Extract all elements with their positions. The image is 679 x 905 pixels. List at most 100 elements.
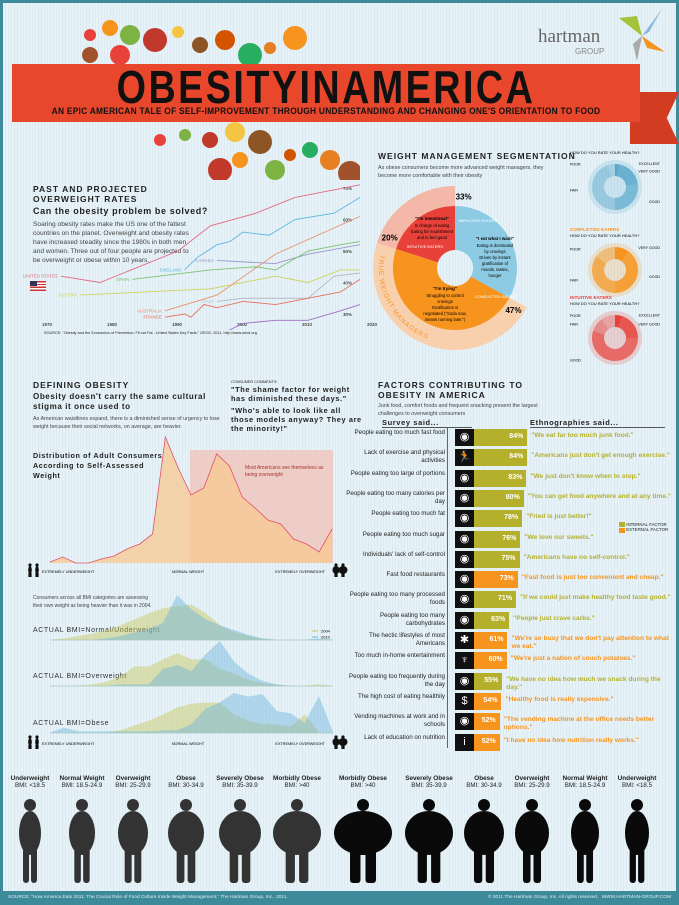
factor-percent: 75% [501,554,516,562]
silhouette-bmi: BMI: 35-39.9 [222,782,258,789]
factor-quote: "If we could just make healthy food tast… [520,594,671,602]
rates-body: Soaring obesity rates make the US one of… [33,221,189,264]
factor-label: People eating too much fat [371,510,445,518]
factor-quote: "We have no idea how much we snack durin… [506,675,661,691]
silhouette-label: Underweight BMI: <18.5 [2,775,58,789]
footer-url[interactable]: WWW.HARTMAN-GROUP.COM [601,895,671,900]
factor-percent: 52% [481,737,496,745]
factor-row: People eating too frequently during the … [349,672,675,691]
factor-quote: "Fast food is just too convenient and ch… [521,574,664,582]
silhouette-female-icon [273,799,321,883]
logo-sub: GROUP [575,47,605,56]
food-item-icon [84,29,96,41]
distribution-point [139,543,141,545]
distribution-point [190,494,192,496]
factor-percent: 83% [508,473,523,481]
factor-bar: ◉ 55% [455,672,503,690]
legend-label: 2004 [321,629,331,634]
silhouette-label: Obese BMI: 30-34.9 [456,775,512,789]
silhouette-leg [365,845,376,883]
health-slice-fair [592,165,615,210]
silhouette-head [76,799,88,811]
defining-body: As American waistlines expand, there is … [33,416,220,430]
silhouette-leg [134,845,142,883]
factor-label: People eating too large of portions [350,469,445,477]
silhouette-leg [533,845,541,883]
silhouette-label: Obese BMI: 30-34.9 [158,775,214,789]
health-rating-label: FAIR [570,278,578,282]
segment-description: Struggling to control cravings [426,293,463,304]
silhouette-label: Morbidly Obese BMI: >40 [269,775,325,789]
factor-label: Lack of education on nutrition [364,733,445,741]
factor-percent: 76% [502,534,517,542]
segment-description: Eating is dominated by cravings [477,243,514,254]
food-item-icon [208,158,232,180]
series-line-austria [80,269,360,296]
plate-icon: ◉ [455,672,474,690]
distribution-point [267,519,269,521]
logo-text: hartman [538,26,601,47]
food-item-icon [154,134,166,146]
silhouette-head [631,799,643,811]
title-banner [12,64,640,122]
health-rating-label: VERY GOOD [638,246,660,250]
broadcast-tower-icon: ♆ [455,652,474,670]
silhouette-title: Normal Weight [59,775,105,782]
series-label: UNITED STATES [23,274,58,279]
health-slice-fair [593,319,609,335]
factor-label: The hectic lifestyles of most Americans [369,632,445,647]
person-head [341,563,345,567]
health-group-name: INTUITIVE EATERS [570,295,612,300]
factor-percent: 73% [499,575,514,583]
factor-label: People eating too frequently during the … [349,672,445,688]
silhouette-title: Underweight [617,775,657,782]
plate-icon: ◉ [455,591,474,609]
food-item-icon [110,45,130,65]
factor-label: The high cost of eating healthily [357,692,445,700]
person-legs [28,745,32,749]
silhouette-leg [229,845,239,883]
segment-description: Gratification is negotiated ("Soda now, me… [423,305,466,322]
bmi-panel-label: ACTUAL BMI=Normal/Underweight [33,627,160,634]
silhouette-bmi: BMI: >40 [350,782,376,789]
segment-description-line: Eating is dominated [477,243,514,248]
x-tick-label: 2000 [237,322,248,327]
silhouette-body [19,811,41,855]
defining-subheading: Obesity doesn't carry the same cultural … [33,392,206,411]
person-head [28,735,32,739]
info-icon: i [455,733,474,751]
food-item-icon [338,161,360,180]
person-legs [35,745,39,749]
rates-intro: PAST AND PROJECTED OVERWEIGHT RATES Can … [33,184,207,265]
segment-description-line: and to feel good [417,235,448,240]
silhouette-leg [241,845,251,883]
food-item-icon [215,30,235,50]
food-illustration [82,20,360,180]
page-title: OBESITYINAMERICA [116,61,536,113]
factor-row: People eating too much fast food ◉ 84% "… [355,429,675,447]
health-rating-label: POOR [570,314,581,318]
health-slice-poor [596,247,615,264]
health-slice-poor [601,315,615,330]
health-slice-good [592,330,638,361]
silhouette-bmi: BMI: >40 [284,782,310,789]
silhouette-head [180,799,192,811]
silhouette-male-icon [571,799,599,883]
food-item-icon [120,25,140,45]
factor-bar: ◉ 78% [455,510,523,528]
silhouette-body [219,811,261,855]
silhouette-head [291,799,303,811]
food-item-icon [283,26,307,50]
silhouette-body [273,811,321,855]
legend-swatch-external [619,527,625,533]
factor-percent: 63% [491,615,506,623]
series-line-canada [216,244,361,265]
food-item-icon [302,142,318,158]
factor-bar: $ 54% [455,692,502,710]
distribution-point [229,465,230,467]
bmi-panel-label: ACTUAL BMI=Obese [33,720,109,727]
segment-name: INTUITIVE EATERS [407,244,443,249]
series-line-spain [132,241,361,280]
factor-label: People eating too much fast food [354,429,445,436]
silhouette-head [234,799,246,811]
